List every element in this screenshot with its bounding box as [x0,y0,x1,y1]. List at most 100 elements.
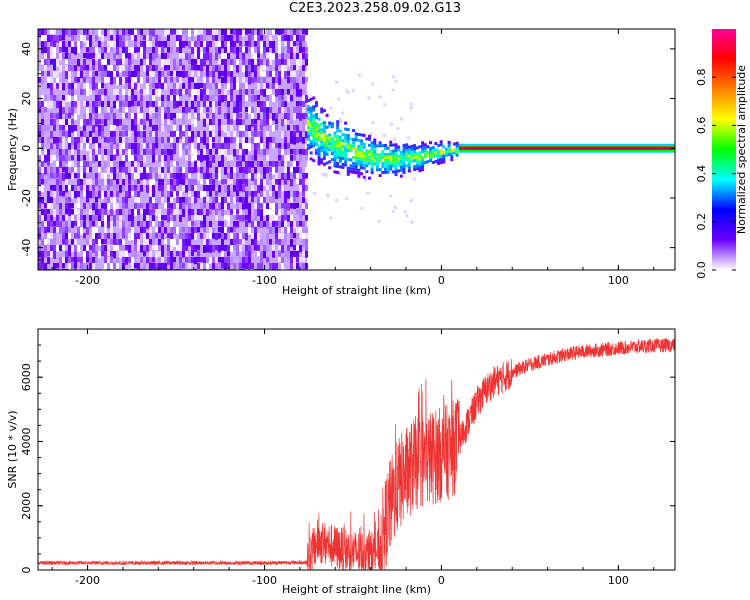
noise-cell [227,137,230,145]
noise-cell [302,185,305,192]
noise-cell [47,233,50,239]
scatter-cell [335,80,339,84]
noise-cell [260,191,263,199]
noise-cell [272,95,275,102]
signal-cell [378,141,382,145]
noise-cell [158,89,161,97]
noise-cell [281,257,284,264]
noise-cell [143,119,146,126]
scatter-cell [391,75,395,79]
noise-cell [206,197,209,203]
noise-cell [140,35,143,42]
noise-cell [155,155,158,161]
noise-cell [164,65,167,71]
noise-cell [128,245,131,253]
noise-cell [62,257,65,264]
signal-cell [336,120,340,124]
noise-cell [95,95,98,103]
noise-cell [149,263,152,269]
noise-cell [215,179,218,186]
signal-cell [426,145,430,149]
scatter-cell [345,197,349,201]
noise-cell [131,173,134,180]
noise-cell [218,131,221,137]
noise-cell [224,47,227,55]
noise-cell [86,239,89,246]
noise-cell [113,149,116,155]
noise-cell [116,119,119,127]
noise-cell [62,161,65,169]
noise-cell [116,59,119,66]
noise-cell [59,245,62,252]
noise-cell [83,167,86,175]
noise-cell [206,47,209,55]
noise-cell [107,77,110,83]
noise-cell [41,245,44,253]
signal-cell [389,149,393,153]
noise-cell [134,155,137,162]
noise-cell [152,263,155,270]
signal-cell [330,152,334,156]
signal-cell [360,148,364,152]
noise-cell [248,161,251,168]
noise-cell [167,143,170,151]
noise-cell [179,167,182,174]
noise-cell [95,245,98,252]
noise-cell [122,125,125,131]
noise-cell [65,113,68,119]
noise-cell [101,215,104,221]
noise-cell [44,227,47,235]
noise-cell [152,185,155,193]
signal-cell [381,150,385,154]
signal-cell [314,133,318,137]
noise-cell [194,233,197,240]
noise-cell [179,257,182,265]
noise-cell [152,209,155,215]
signal-cell [407,157,411,161]
noise-cell [41,221,44,229]
noise-cell [122,227,125,234]
noise-cell [128,47,131,54]
noise-cell [206,65,209,73]
signal-cell [423,149,427,153]
noise-cell [155,227,158,233]
noise-cell [125,83,128,89]
noise-cell [179,227,182,234]
noise-cell [266,101,269,108]
noise-cell [71,173,74,180]
noise-cell [101,65,104,73]
noise-cell [176,89,179,97]
noise-cell [53,29,56,35]
signal-cell [330,140,334,144]
noise-cell [260,107,263,113]
noise-cell [278,41,281,49]
noise-cell [227,179,230,187]
signal-cell [407,148,411,152]
signal-cell [397,163,401,167]
noise-cell [269,89,272,95]
noise-cell [242,203,245,210]
noise-cell [74,59,77,65]
noise-cell [233,233,236,241]
noise-cell [278,107,281,114]
noise-cell [134,185,137,191]
scatter-cell [394,206,398,210]
noise-cell [122,239,125,247]
signal-cell [434,159,438,163]
noise-cell [65,167,68,174]
noise-cell [254,65,257,72]
noise-cell [38,137,41,145]
noise-cell [89,209,92,216]
signal-cell [410,144,414,148]
noise-cell [89,89,92,95]
noise-cell [80,89,83,96]
signal-cell [357,174,361,178]
signal-cell [360,166,364,170]
x-tick-label: 0 [438,274,445,287]
noise-cell [89,113,92,120]
noise-cell [251,107,254,114]
noise-cell [266,83,269,89]
signal-cell [357,156,361,160]
noise-cell [260,41,263,49]
noise-cell [125,203,128,209]
